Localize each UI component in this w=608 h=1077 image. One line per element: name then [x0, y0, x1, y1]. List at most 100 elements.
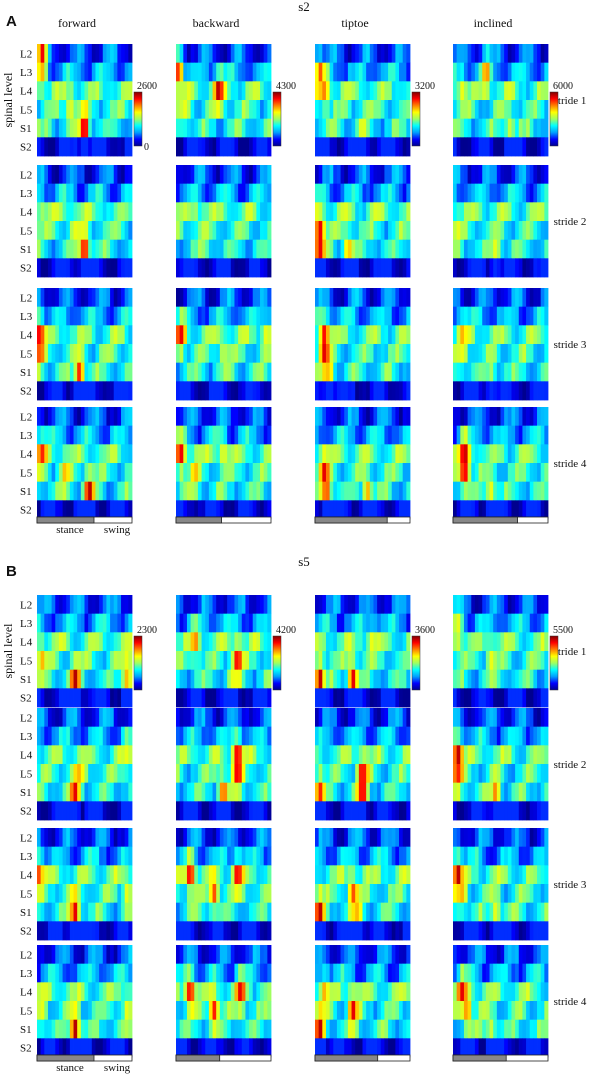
- heatmap-cell: [380, 306, 385, 326]
- heatmap-cell: [230, 463, 235, 483]
- heatmap-cell: [124, 381, 129, 401]
- heatmap-cell: [391, 1001, 396, 1021]
- heatmap-cell: [208, 288, 213, 308]
- heatmap-cell: [456, 444, 461, 464]
- heatmap-cell: [110, 81, 115, 101]
- heatmap-cell: [55, 1001, 60, 1021]
- heatmap-cell: [256, 362, 261, 382]
- heatmap-cell: [110, 444, 115, 464]
- heatmap-cell: [234, 982, 239, 1002]
- heatmap-cell: [55, 902, 60, 922]
- heatmap-cell: [406, 632, 411, 652]
- heatmap-cell: [402, 344, 407, 364]
- heatmap-cell: [485, 425, 490, 445]
- heatmap-cell: [463, 884, 469, 904]
- heatmap-cell: [77, 828, 82, 848]
- heatmap-cell: [230, 118, 235, 138]
- heatmap-cell: [183, 1019, 188, 1039]
- heatmap-cell: [518, 221, 523, 241]
- heatmap-cell: [212, 669, 217, 689]
- heatmap-cell: [186, 963, 192, 983]
- heatmap-cell: [529, 902, 534, 922]
- heatmap-cell: [263, 745, 268, 765]
- heatmap-cell: [51, 362, 56, 382]
- heatmap-cell: [340, 726, 345, 746]
- heatmap-cell: [391, 500, 396, 520]
- heatmap-cell: [102, 100, 107, 120]
- heatmap-cell: [69, 902, 74, 922]
- heatmap-cell: [95, 1019, 100, 1039]
- heatmap-cell: [460, 884, 465, 904]
- heatmap-cell: [399, 444, 404, 464]
- heatmap-cell: [485, 137, 490, 157]
- heatmap-cell: [500, 288, 505, 308]
- heatmap-cell: [256, 1001, 261, 1021]
- heatmap-cell: [190, 258, 195, 278]
- heatmap-cell: [471, 613, 476, 633]
- heatmap-cell: [340, 344, 345, 364]
- heatmap-cell: [241, 407, 246, 427]
- heatmap-cell: [355, 745, 360, 765]
- heatmap-s2-forward-stride-3: [37, 288, 133, 401]
- heatmap-cell: [179, 1038, 184, 1058]
- heatmap-cell: [369, 782, 374, 802]
- heatmap-cell: [216, 828, 221, 848]
- heatmap-cell: [212, 651, 217, 671]
- heatmap-cell: [58, 81, 63, 101]
- heatmap-cell: [106, 745, 111, 765]
- heatmap-cell: [500, 688, 505, 708]
- heatmap-cell: [267, 344, 272, 364]
- heatmap-cell: [395, 500, 400, 520]
- heatmap-cell: [205, 651, 210, 671]
- heatmap-cell: [544, 118, 549, 138]
- heatmap-cell: [478, 613, 483, 633]
- heatmap-cell: [241, 764, 246, 784]
- heatmap-cell: [325, 183, 331, 203]
- heatmap-cell: [329, 884, 334, 904]
- heatmap-cell: [493, 726, 498, 746]
- heatmap-cell: [489, 183, 494, 203]
- heatmap-cell: [351, 828, 356, 848]
- heatmap-cell: [238, 239, 243, 259]
- heatmap-cell: [88, 407, 93, 427]
- heatmap-cell: [391, 828, 396, 848]
- y-axis-label: spinal level: [1, 623, 15, 679]
- heatmap-cell: [515, 726, 520, 746]
- heatmap-cell: [384, 44, 389, 64]
- heatmap-cell: [263, 669, 268, 689]
- heatmap-cell: [402, 288, 407, 308]
- heatmap-cell: [329, 745, 334, 765]
- heatmap-cell: [406, 288, 411, 308]
- heatmap-cell: [482, 425, 487, 445]
- heatmap-cell: [40, 613, 45, 633]
- heatmap-cell: [340, 202, 345, 222]
- heatmap-cell: [453, 669, 458, 689]
- heatmap-cell: [355, 362, 360, 382]
- heatmap-cell: [384, 407, 389, 427]
- heatmap-cell: [322, 782, 327, 802]
- heatmap-cell: [315, 239, 320, 259]
- heatmap-cell: [110, 1001, 115, 1021]
- heatmap-cell: [333, 963, 338, 983]
- heatmap-cell: [80, 500, 85, 520]
- heatmap-cell: [212, 202, 217, 222]
- heatmap-cell: [518, 202, 523, 222]
- heatmap-cell: [179, 425, 184, 445]
- heatmap-cell: [463, 481, 469, 501]
- heatmap-cell: [366, 239, 371, 259]
- heatmap-cell: [80, 982, 85, 1002]
- heatmap-cell: [544, 100, 549, 120]
- heatmap-cell: [245, 118, 250, 138]
- heatmap-cell: [463, 595, 469, 615]
- heatmap-cell: [117, 118, 122, 138]
- heatmap-cell: [362, 632, 367, 652]
- heatmap-cell: [482, 306, 487, 326]
- heatmap-cell: [325, 846, 331, 866]
- heatmap-cell: [377, 425, 382, 445]
- heatmap-cell: [106, 846, 111, 866]
- heatmap-cell: [489, 62, 494, 82]
- heatmap-cell: [194, 945, 199, 965]
- heatmap-cell: [212, 1001, 217, 1021]
- heatmap-cell: [249, 669, 254, 689]
- heatmap-cell: [463, 865, 469, 885]
